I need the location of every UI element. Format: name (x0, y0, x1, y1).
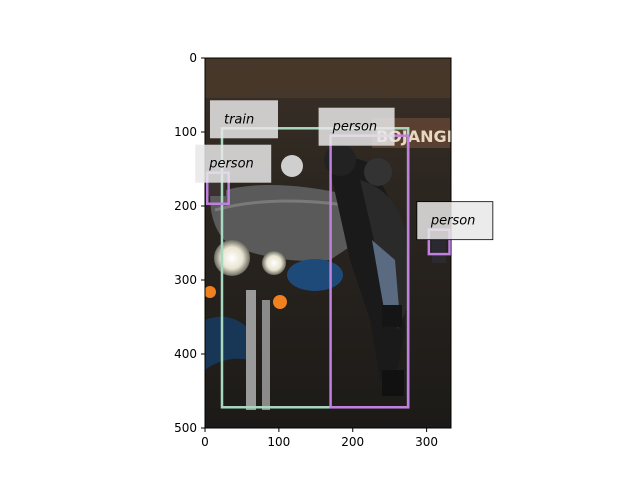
detection-label-box (416, 201, 494, 241)
detection-label-text: train (224, 112, 254, 127)
detection-label-text: person (208, 157, 254, 172)
rider-boot (382, 370, 404, 396)
front-fender (205, 316, 250, 370)
fuel-tank (287, 259, 343, 291)
y-tick-label: 400 (174, 347, 197, 361)
background-helmet (281, 155, 303, 177)
detection-label-text: person (332, 120, 378, 135)
front-fork-2 (262, 300, 270, 410)
passenger-jeans (372, 240, 400, 320)
detection-label-box (209, 100, 278, 139)
passenger-boot (382, 305, 402, 327)
ceiling-decor (205, 58, 451, 98)
background-person-right (432, 235, 446, 263)
detection-label-box (195, 144, 272, 183)
y-tick-label: 200 (174, 199, 197, 213)
passenger-helmet (364, 158, 392, 186)
detection-labels: train person person person (195, 100, 494, 241)
fairing-highlight (214, 199, 346, 212)
x-tick-label: 300 (415, 435, 438, 449)
x-tick-label: 200 (341, 435, 364, 449)
axis-ticks: 0 100 200 300 0 100 200 300 400 500 (174, 51, 438, 449)
turn-signal-left (205, 286, 216, 298)
neon-sign-text: BOJANGL (376, 127, 457, 146)
y-tick-label: 300 (174, 273, 197, 287)
headlight-right (262, 251, 286, 275)
x-tick-label: 100 (267, 435, 290, 449)
x-tick-label: 0 (201, 435, 209, 449)
y-tick-label: 500 (174, 421, 197, 435)
front-fork (246, 290, 256, 410)
detection-label-text: person (430, 214, 476, 229)
detection-label-box (318, 107, 395, 146)
axes-frame (204, 57, 452, 429)
y-tick-label: 100 (174, 125, 197, 139)
headlight-main (214, 240, 250, 276)
y-tick-label: 0 (189, 51, 197, 65)
rider-helmet (324, 144, 356, 176)
turn-signal (273, 295, 287, 309)
